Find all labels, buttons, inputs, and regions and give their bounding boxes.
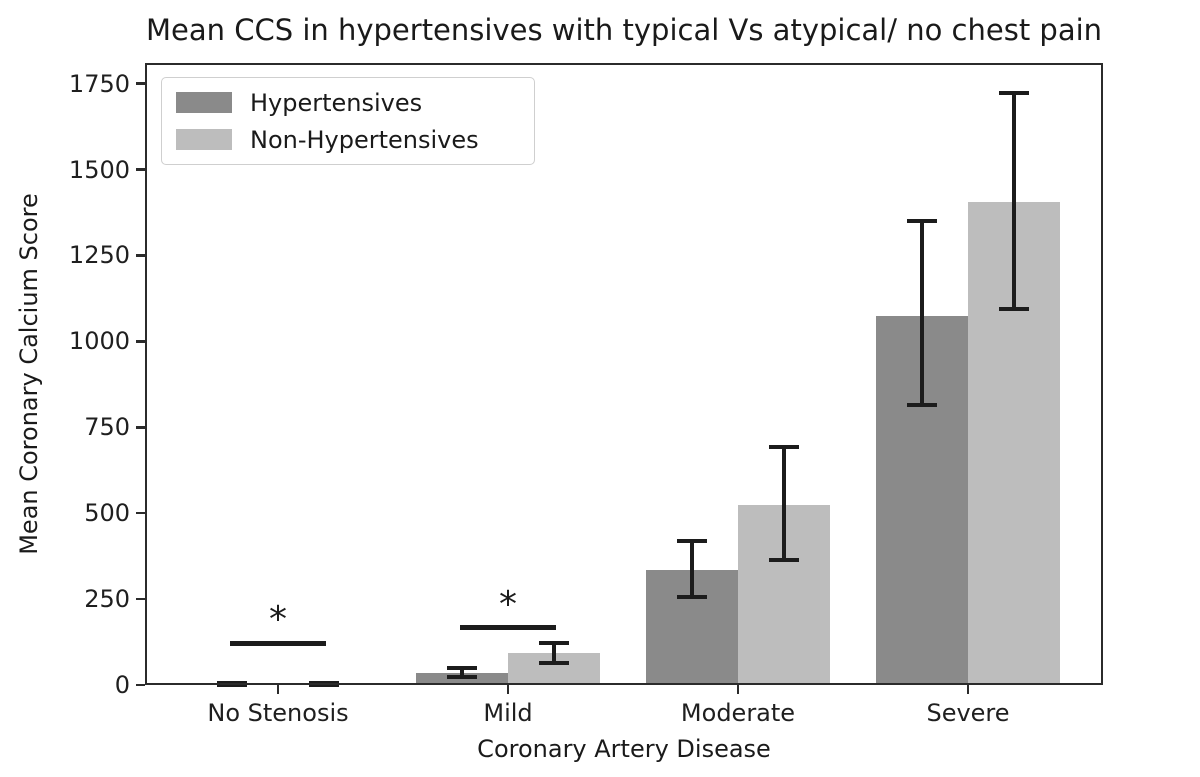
error-cap-top-non-hypertensives-mild: [539, 641, 569, 646]
error-cap-bottom-non-hypertensives-no-stenosis: [309, 683, 339, 687]
y-tick-label-1000: 1000: [68, 327, 130, 356]
x-tick-mark-no-stenosis: [276, 685, 280, 694]
error-cap-bottom-non-hypertensives-mild: [539, 661, 569, 666]
error-cap-bottom-hypertensives-no-stenosis: [217, 683, 247, 687]
error-cap-top-hypertensives-mild: [447, 665, 477, 670]
error-bar-non-hypertensives-mild: [552, 643, 556, 664]
legend-swatch-hypertensives: [176, 92, 232, 113]
y-tick-label-500: 500: [84, 499, 130, 528]
x-tick-label-mild: Mild: [483, 699, 533, 727]
legend-item-non-hypertensives: Non-Hypertensives: [176, 126, 520, 154]
error-bar-hypertensives-mild: [460, 667, 464, 678]
error-bar-hypertensives-moderate: [690, 540, 694, 598]
significance-line-mild: [460, 625, 556, 631]
x-tick-label-severe: Severe: [926, 699, 1010, 727]
x-tick-mark-mild: [506, 685, 510, 694]
y-tick-mark-250: [136, 597, 145, 601]
significance-asterisk-no-stenosis: *: [269, 599, 287, 641]
y-tick-label-1500: 1500: [68, 155, 130, 184]
error-bar-non-hypertensives-moderate: [782, 447, 786, 560]
error-cap-bottom-non-hypertensives-severe: [999, 306, 1029, 311]
chart-title: Mean CCS in hypertensives with typical V…: [145, 13, 1103, 47]
error-cap-top-non-hypertensives-no-stenosis: [309, 680, 339, 685]
legend-label-non-hypertensives: Non-Hypertensives: [250, 125, 479, 154]
legend-label-hypertensives: Hypertensives: [250, 88, 423, 117]
error-bar-hypertensives-severe: [920, 221, 924, 405]
y-tick-mark-0: [136, 683, 145, 687]
y-tick-label-1250: 1250: [68, 241, 130, 270]
y-tick-label-1750: 1750: [68, 69, 130, 98]
y-tick-label-250: 250: [84, 585, 130, 614]
y-tick-mark-750: [136, 426, 145, 429]
error-cap-top-non-hypertensives-moderate: [769, 445, 799, 450]
error-bar-non-hypertensives-severe: [1012, 93, 1016, 309]
y-tick-mark-500: [136, 511, 145, 515]
error-cap-top-hypertensives-moderate: [677, 538, 707, 543]
significance-line-no-stenosis: [230, 640, 326, 646]
error-cap-bottom-hypertensives-moderate: [677, 595, 707, 600]
y-tick-mark-1500: [136, 168, 145, 171]
y-tick-label-750: 750: [84, 413, 130, 442]
x-tick-mark-moderate: [736, 685, 740, 694]
x-tick-label-no-stenosis: No Stenosis: [207, 699, 349, 727]
significance-asterisk-mild: *: [499, 583, 517, 625]
error-cap-bottom-hypertensives-mild: [447, 675, 477, 680]
error-cap-top-non-hypertensives-severe: [999, 91, 1029, 96]
legend: Hypertensives Non-Hypertensives: [161, 77, 535, 165]
y-tick-mark-1750: [136, 82, 145, 85]
y-tick-mark-1000: [136, 340, 145, 343]
x-tick-mark-severe: [966, 685, 970, 694]
legend-swatch-non-hypertensives: [176, 129, 232, 150]
legend-item-hypertensives: Hypertensives: [176, 89, 520, 117]
x-axis-label: Coronary Artery Disease: [477, 735, 771, 763]
x-tick-label-moderate: Moderate: [680, 699, 796, 727]
error-cap-top-hypertensives-severe: [907, 219, 937, 224]
error-cap-bottom-hypertensives-severe: [907, 402, 937, 407]
error-cap-bottom-non-hypertensives-moderate: [769, 557, 799, 562]
y-tick-label-0: 0: [114, 671, 130, 699]
y-tick-mark-1250: [136, 254, 145, 257]
